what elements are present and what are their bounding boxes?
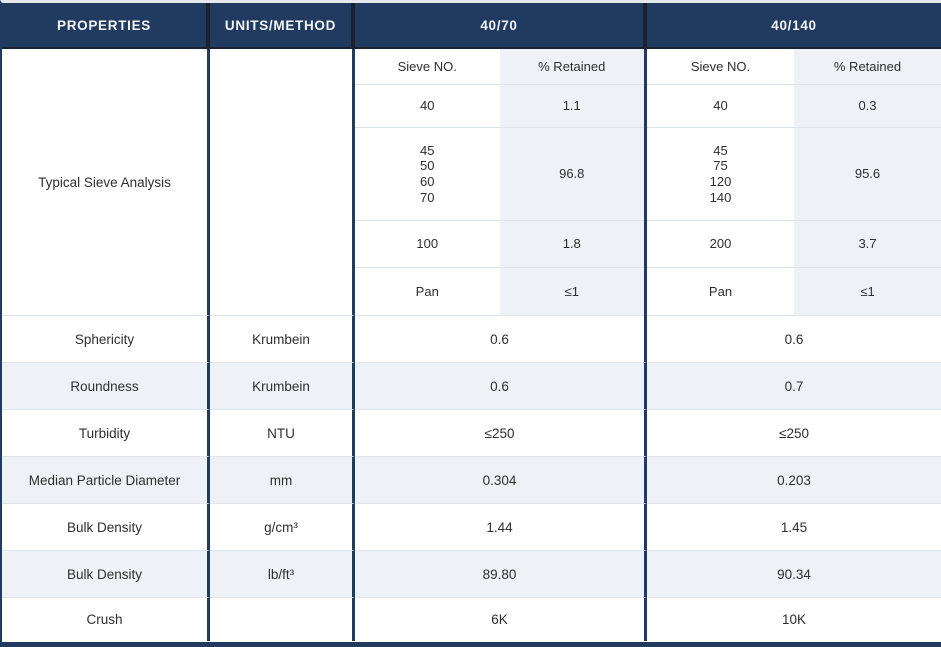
sieve-no-cell: Pan: [647, 268, 794, 316]
property-units: mm: [210, 457, 355, 504]
subheader-sieve-no: Sieve NO.: [647, 49, 794, 85]
property-value-40-70: 0.6: [355, 363, 647, 410]
property-units: [210, 598, 355, 641]
property-value-40-140: 0.7: [647, 363, 941, 410]
property-value-40-70: 89.80: [355, 551, 647, 598]
property-units: Krumbein: [210, 316, 355, 363]
sieve-analysis-label: Typical Sieve Analysis: [2, 49, 210, 316]
sieve-no-cell: 40: [647, 85, 794, 128]
table-row-crush: Crush 6K 10K: [2, 598, 941, 641]
property-name: Roundness: [2, 363, 210, 410]
sieve-subtable-40-70: Sieve NO. % Retained 40 1.1 45 50 60 70 …: [355, 49, 647, 316]
property-value-40-140: 1.45: [647, 504, 941, 551]
sieve-no-cell: 100: [355, 221, 500, 268]
sieve-no-cell: 45 50 60 70: [355, 128, 500, 221]
table-header-row: PROPERTIES UNITS/METHOD 40/70 40/140: [2, 3, 941, 49]
property-name: Bulk Density: [2, 551, 210, 598]
sieve-analysis-section: Typical Sieve Analysis Sieve NO. % Retai…: [2, 49, 941, 316]
table-row-sphericity: Sphericity Krumbein 0.6 0.6: [2, 316, 941, 363]
property-value-40-140: 0.6: [647, 316, 941, 363]
table-row-bulk-density-lbft3: Bulk Density lb/ft³ 89.80 90.34: [2, 551, 941, 598]
table-row-median-particle-diameter: Median Particle Diameter mm 0.304 0.203: [2, 457, 941, 504]
sieve-no-cell: 200: [647, 221, 794, 268]
property-value-40-70: 6K: [355, 598, 647, 641]
retained-cell: 95.6: [794, 128, 941, 221]
property-units: NTU: [210, 410, 355, 457]
retained-cell: 0.3: [794, 85, 941, 128]
retained-cell: 3.7: [794, 221, 941, 268]
property-units: Krumbein: [210, 363, 355, 410]
table-row-roundness: Roundness Krumbein 0.6 0.7: [2, 363, 941, 410]
subheader-retained: % Retained: [794, 49, 941, 85]
property-name: Bulk Density: [2, 504, 210, 551]
property-value-40-70: 0.304: [355, 457, 647, 504]
subheader-sieve-no: Sieve NO.: [355, 49, 500, 85]
header-cell-units-method: UNITS/METHOD: [210, 3, 355, 49]
sieve-no-cell: 45 75 120 140: [647, 128, 794, 221]
retained-cell: ≤1: [794, 268, 941, 316]
property-value-40-70: 1.44: [355, 504, 647, 551]
sieve-no-cell: Pan: [355, 268, 500, 316]
property-units: lb/ft³: [210, 551, 355, 598]
header-cell-product-40-140: 40/140: [647, 3, 941, 49]
header-cell-product-40-70: 40/70: [355, 3, 647, 49]
sieve-no-cell: 40: [355, 85, 500, 128]
table-row-bulk-density-gcm3: Bulk Density g/cm³ 1.44 1.45: [2, 504, 941, 551]
sieve-subtable-40-140: Sieve NO. % Retained 40 0.3 45 75 120 14…: [647, 49, 941, 316]
property-name: Sphericity: [2, 316, 210, 363]
retained-cell: ≤1: [499, 268, 644, 316]
subheader-retained: % Retained: [499, 49, 644, 85]
retained-cell: 96.8: [499, 128, 644, 221]
property-value-40-70: 0.6: [355, 316, 647, 363]
retained-cell: 1.8: [499, 221, 644, 268]
retained-cell: 1.1: [499, 85, 644, 128]
property-name: Crush: [2, 598, 210, 641]
property-value-40-140: 10K: [647, 598, 941, 641]
header-cell-properties: PROPERTIES: [2, 3, 210, 49]
property-value-40-140: 90.34: [647, 551, 941, 598]
property-units: g/cm³: [210, 504, 355, 551]
table-row-turbidity: Turbidity NTU ≤250 ≤250: [2, 410, 941, 457]
property-value-40-140: ≤250: [647, 410, 941, 457]
sieve-analysis-units-empty: [210, 49, 355, 316]
property-name: Median Particle Diameter: [2, 457, 210, 504]
property-name: Turbidity: [2, 410, 210, 457]
property-value-40-70: ≤250: [355, 410, 647, 457]
property-value-40-140: 0.203: [647, 457, 941, 504]
